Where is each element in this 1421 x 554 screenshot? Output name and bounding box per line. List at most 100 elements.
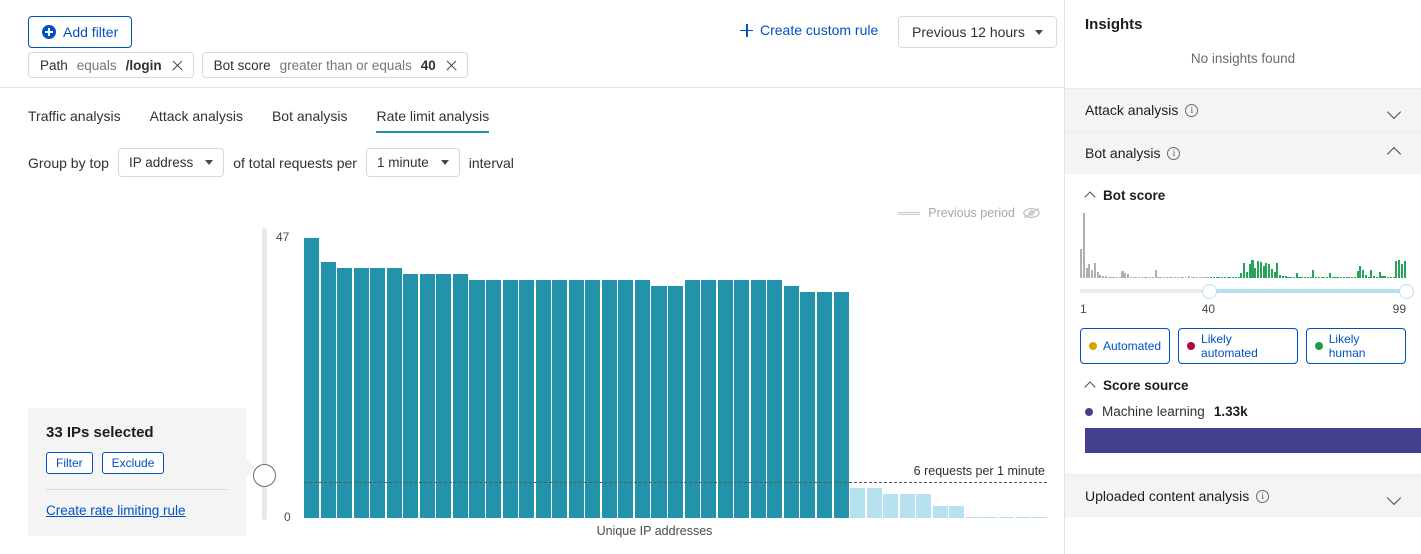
filter-chip-path[interactable]: Path equals /login bbox=[28, 52, 194, 78]
group-by-prefix-label: Group by top bbox=[28, 154, 109, 171]
chart-bar[interactable] bbox=[717, 279, 733, 518]
chart-bar[interactable] bbox=[304, 238, 320, 518]
bot-score-histogram-bar bbox=[1279, 274, 1282, 278]
exclude-button[interactable]: Exclude bbox=[101, 452, 165, 474]
chart-bar[interactable] bbox=[701, 279, 717, 518]
chart-bar[interactable] bbox=[982, 516, 998, 518]
chart-bar[interactable] bbox=[899, 494, 915, 518]
chart-bar[interactable] bbox=[932, 506, 948, 518]
bot-score-histogram-bar bbox=[1262, 266, 1265, 278]
chart-bar[interactable] bbox=[734, 279, 750, 518]
bot-score-histogram-bar bbox=[1135, 276, 1138, 278]
bot-score-histogram-bar bbox=[1257, 261, 1260, 278]
chart-bar[interactable] bbox=[916, 494, 932, 518]
tag-likely-human[interactable]: Likely human bbox=[1305, 328, 1406, 364]
chart-bar[interactable] bbox=[750, 279, 766, 518]
chart-bar[interactable] bbox=[320, 261, 336, 518]
status-dot bbox=[1187, 342, 1196, 350]
chart-bar[interactable] bbox=[452, 273, 468, 518]
close-icon[interactable] bbox=[171, 59, 184, 72]
info-icon[interactable]: i bbox=[1167, 146, 1181, 160]
chart-bar[interactable] bbox=[651, 285, 667, 518]
chart-bar[interactable] bbox=[552, 279, 568, 518]
no-insights-text: No insights found bbox=[1190, 51, 1296, 66]
chart-bar[interactable] bbox=[419, 273, 435, 518]
chart-bar[interactable] bbox=[767, 279, 783, 518]
chart-bar[interactable] bbox=[1032, 516, 1048, 518]
chevron-up-icon[interactable] bbox=[1085, 380, 1096, 391]
info-icon[interactable]: i bbox=[1185, 103, 1199, 117]
chart-bar[interactable] bbox=[535, 279, 551, 518]
chart-bar[interactable] bbox=[816, 291, 832, 518]
chart-bar[interactable] bbox=[998, 516, 1015, 518]
chart-bar[interactable] bbox=[1015, 516, 1031, 518]
bot-score-histogram-bar bbox=[1121, 270, 1124, 278]
chevron-up-icon[interactable] bbox=[1085, 190, 1096, 201]
chart-bar[interactable] bbox=[337, 267, 353, 518]
chart-bar[interactable] bbox=[370, 267, 386, 518]
bot-score-histogram-bar bbox=[1176, 276, 1179, 278]
chart-bar[interactable] bbox=[618, 279, 634, 518]
tag-likely-automated[interactable]: Likely automated bbox=[1178, 328, 1298, 364]
create-rate-limiting-rule-link[interactable]: Create rate limiting rule bbox=[46, 503, 186, 518]
chart-bar[interactable] bbox=[386, 267, 402, 518]
chevron-down-icon[interactable] bbox=[1388, 490, 1401, 503]
chart-bar[interactable] bbox=[403, 273, 419, 518]
chart-bar[interactable] bbox=[949, 506, 965, 518]
chevron-down-icon[interactable] bbox=[1388, 104, 1401, 117]
score-source-subheader[interactable]: Score source bbox=[1065, 364, 1421, 393]
threshold-slider-track[interactable] bbox=[262, 228, 267, 520]
chart-bar[interactable] bbox=[519, 279, 535, 518]
chart-bar[interactable] bbox=[585, 279, 601, 518]
threshold-slider[interactable] bbox=[253, 228, 276, 520]
group-by-dimension-select[interactable]: IP address bbox=[117, 148, 225, 177]
chart-bar[interactable] bbox=[601, 279, 617, 518]
chart-bar[interactable] bbox=[783, 285, 799, 518]
chart-legend-previous-period[interactable]: Previous period bbox=[898, 206, 1040, 220]
bot-score-slider-handle-low[interactable] bbox=[1202, 283, 1218, 299]
group-by-interval-select[interactable]: 1 minute bbox=[365, 148, 460, 177]
filter-chip-bot-score[interactable]: Bot score greater than or equals 40 bbox=[201, 52, 468, 78]
chart-bar[interactable] bbox=[883, 494, 899, 518]
add-filter-button[interactable]: Add filter bbox=[28, 16, 133, 48]
chart-bar[interactable] bbox=[436, 273, 452, 518]
chart-bar[interactable] bbox=[634, 279, 650, 518]
eye-off-icon[interactable] bbox=[1023, 207, 1040, 219]
bot-score-subheader[interactable]: Bot score bbox=[1065, 174, 1421, 203]
tag-automated[interactable]: Automated bbox=[1080, 328, 1171, 364]
chart-bar[interactable] bbox=[469, 279, 485, 518]
score-source-item[interactable]: Machine learning 1.33k bbox=[1065, 393, 1421, 419]
chart-bar[interactable] bbox=[668, 285, 684, 518]
chart-bar[interactable] bbox=[965, 516, 981, 518]
time-range-selector[interactable]: Previous 12 hours bbox=[898, 16, 1057, 48]
chart-bar[interactable] bbox=[833, 291, 849, 518]
bot-score-histogram-bar bbox=[1104, 275, 1107, 278]
bot-score-histogram-bar bbox=[1328, 272, 1331, 278]
accordion-bot-analysis[interactable]: Bot analysis i bbox=[1065, 131, 1421, 174]
chart-bar[interactable] bbox=[800, 291, 816, 518]
create-custom-rule-link[interactable]: Create custom rule bbox=[740, 22, 878, 38]
info-icon[interactable]: i bbox=[1256, 489, 1270, 503]
chart-bar[interactable] bbox=[684, 279, 700, 518]
selection-actions: Filter Exclude bbox=[46, 452, 228, 474]
chart-bar[interactable] bbox=[568, 279, 584, 518]
accordion-attack-analysis[interactable]: Attack analysis i bbox=[1065, 88, 1421, 131]
tab-traffic-analysis[interactable]: Traffic analysis bbox=[28, 108, 121, 124]
slider-handle-icon[interactable] bbox=[253, 464, 276, 487]
bot-score-range-slider[interactable] bbox=[1080, 282, 1414, 302]
bot-score-histogram-bar bbox=[1226, 276, 1229, 278]
chevron-up-icon[interactable] bbox=[1388, 147, 1401, 160]
chip-field: Bot score bbox=[213, 57, 271, 73]
tab-attack-analysis[interactable]: Attack analysis bbox=[149, 108, 243, 124]
chart-bar[interactable] bbox=[866, 488, 882, 518]
chart-bar[interactable] bbox=[486, 279, 502, 518]
chart-bar[interactable] bbox=[353, 267, 369, 518]
chart-bar[interactable] bbox=[850, 488, 866, 518]
close-icon[interactable] bbox=[445, 59, 458, 72]
bot-score-slider-handle-high[interactable] bbox=[1398, 283, 1414, 299]
tab-bot-analysis[interactable]: Bot analysis bbox=[271, 108, 348, 124]
chart-bar[interactable] bbox=[502, 279, 518, 518]
filter-button[interactable]: Filter bbox=[46, 452, 93, 474]
accordion-uploaded-content-analysis[interactable]: Uploaded content analysis i bbox=[1065, 474, 1421, 517]
tab-rate-limit-analysis[interactable]: Rate limit analysis bbox=[376, 108, 490, 133]
